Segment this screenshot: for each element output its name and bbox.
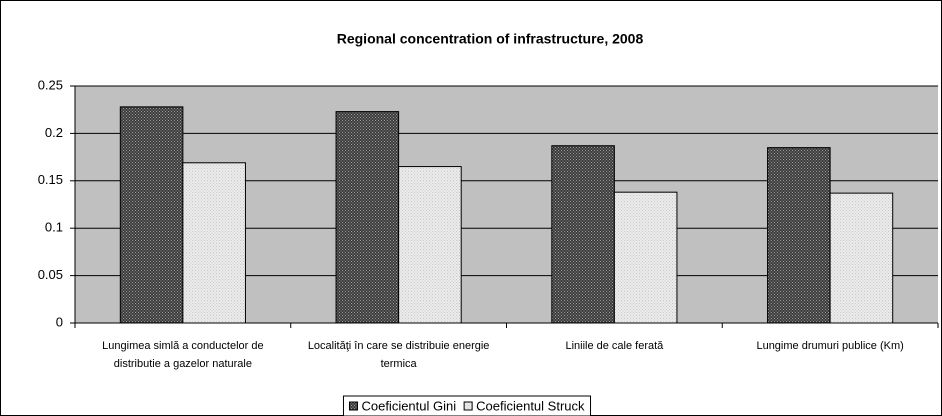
x-tick-label: Liniile de cale ferată: [565, 340, 664, 352]
bar: [182, 162, 246, 324]
bar: [335, 111, 400, 324]
bar: [767, 147, 831, 324]
x-tick-label: Lungime drumuri publice (Km): [756, 340, 904, 352]
legend-label: Coeficientul Gini: [361, 398, 456, 413]
chart-title: Regional concentration of infrastructure…: [337, 31, 644, 47]
legend-swatch: [463, 401, 473, 411]
bar: [398, 166, 462, 324]
y-tick-label: 0.25: [38, 77, 63, 92]
y-tick-label: 0.05: [38, 267, 63, 282]
y-tick-label: 0: [56, 314, 63, 329]
y-tick-label: 0.1: [45, 220, 63, 235]
legend-label: Coeficientul Struck: [476, 398, 585, 413]
legend-swatch: [348, 401, 358, 411]
y-tick-label: 0.15: [38, 172, 63, 187]
bar: [829, 192, 894, 324]
x-tick-label: Localităţi în care se distribuie energie…: [307, 340, 490, 370]
y-tick-label: 0.2: [45, 125, 63, 140]
x-tick-label: Lungimea simlă a conductelor de distribu…: [102, 340, 264, 370]
bar: [613, 191, 678, 324]
bar: [119, 106, 184, 324]
bar: [551, 145, 615, 324]
